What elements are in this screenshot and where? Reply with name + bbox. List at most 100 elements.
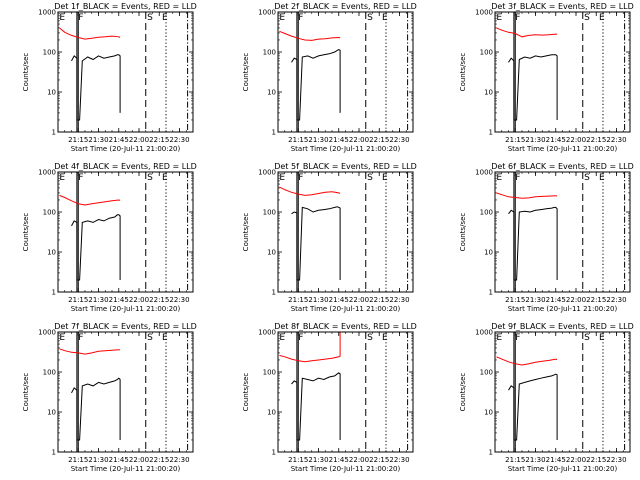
x-tick-label: 22:30	[169, 136, 189, 144]
x-axis-label: Start Time (20-Jul-11 21:00:20)	[508, 145, 618, 153]
series-events	[71, 54, 121, 121]
y-tick-label: 100	[263, 49, 276, 57]
y-tick-label: 1000	[475, 9, 493, 17]
x-tick-label: 21:45	[329, 456, 349, 464]
x-tick-label: 21:45	[109, 296, 129, 304]
x-tick-label: 22:00	[566, 296, 586, 304]
x-axis-label: Start Time (20-Jul-11 21:00:20)	[71, 465, 181, 473]
x-tick-label: 22:30	[389, 296, 409, 304]
series-events	[508, 54, 558, 121]
y-tick-label: 1	[489, 129, 493, 137]
flag-label-e: E	[599, 173, 605, 183]
series-lld	[59, 194, 121, 206]
flag-label-s: S	[584, 333, 590, 343]
x-tick-label: 22:15	[149, 136, 169, 144]
y-tick-label: 1000	[475, 329, 493, 337]
plot-frame	[494, 11, 631, 133]
series-events	[71, 214, 121, 281]
x-tick-label: 22:00	[129, 456, 149, 464]
plot-frame	[494, 171, 631, 293]
y-tick-label: 10	[267, 249, 276, 257]
flag-label-e: E	[162, 173, 168, 183]
x-tick-label: 22:00	[566, 456, 586, 464]
y-tick-label: 1	[272, 449, 276, 457]
flag-label-f: F	[515, 173, 520, 183]
x-tick-label: 21:30	[308, 456, 328, 464]
y-tick-label: 1	[52, 449, 56, 457]
x-tick-label: 21:30	[525, 296, 545, 304]
x-tick-label: 21:30	[88, 456, 108, 464]
x-tick-label: 21:45	[546, 296, 566, 304]
x-tick-label: 22:30	[389, 456, 409, 464]
y-tick-label: 100	[480, 369, 493, 377]
flag-label-s: S	[584, 173, 590, 183]
detector-panel-5: Det 5f_BLACK = Events, RED = LLD Counts/s…	[242, 162, 417, 313]
x-tick-label: 21:15	[505, 296, 525, 304]
detector-panel-3: Det 3f_BLACK = Events, RED = LLD Counts/s…	[459, 2, 634, 153]
panel-title: Det 9f_BLACK = Events, RED = LLD	[491, 322, 634, 331]
x-tick-label: 22:30	[169, 296, 189, 304]
x-tick-label: 21:15	[288, 136, 308, 144]
series-lld	[496, 27, 558, 38]
x-tick-label: 22:00	[349, 456, 369, 464]
flag-label-e: E	[279, 13, 285, 23]
y-tick-label: 1	[489, 449, 493, 457]
flag-label-f: F	[298, 173, 303, 183]
flag-label-e: E	[496, 13, 502, 23]
x-tick-label: 21:15	[288, 296, 308, 304]
y-tick-label: 100	[263, 209, 276, 217]
flag-label-e: E	[382, 173, 388, 183]
series-events	[508, 206, 558, 281]
series-lld	[496, 356, 558, 366]
series-lld	[59, 27, 121, 40]
y-tick-label: 1000	[258, 9, 276, 17]
flag-label-f: F	[78, 333, 83, 343]
x-tick-label: 22:00	[129, 136, 149, 144]
x-tick-label: 22:00	[566, 136, 586, 144]
series-events	[71, 377, 121, 441]
y-tick-label: 1	[52, 129, 56, 137]
flag-label-e: E	[162, 333, 168, 343]
y-tick-label: 10	[267, 409, 276, 417]
panel-title: Det 2f_BLACK = Events, RED = LLD	[274, 2, 417, 11]
series-lld	[279, 30, 341, 41]
flag-label-s: S	[147, 333, 153, 343]
x-tick-label: 21:45	[546, 456, 566, 464]
detector-panel-2: Det 2f_BLACK = Events, RED = LLD Counts/s…	[242, 2, 417, 153]
x-tick-label: 21:15	[68, 136, 88, 144]
series-events	[291, 372, 341, 441]
x-tick-label: 22:15	[586, 456, 606, 464]
x-tick-label: 22:00	[129, 296, 149, 304]
series-lld	[279, 186, 341, 196]
flag-label-s: S	[367, 333, 373, 343]
x-axis-label: Start Time (20-Jul-11 21:00:20)	[291, 145, 401, 153]
detector-panel-4: Det 4f_BLACK = Events, RED = LLD Counts/s…	[22, 162, 197, 313]
x-tick-label: 21:45	[546, 136, 566, 144]
x-tick-label: 21:15	[68, 456, 88, 464]
y-tick-label: 100	[263, 369, 276, 377]
flag-label-e: E	[382, 13, 388, 23]
x-tick-label: 21:45	[109, 136, 129, 144]
detector-panel-6: Det 6f_BLACK = Events, RED = LLD Counts/s…	[459, 162, 634, 313]
series-events	[291, 49, 341, 121]
y-tick-label: 1	[272, 289, 276, 297]
flag-label-s: S	[367, 173, 373, 183]
flag-label-s: S	[367, 13, 373, 23]
y-axis-label: Counts/sec	[242, 213, 250, 252]
flag-label-f: F	[515, 13, 520, 23]
flag-label-f: F	[298, 13, 303, 23]
x-tick-label: 21:30	[525, 456, 545, 464]
series-lld	[496, 192, 558, 199]
panel-title: Det 3f_BLACK = Events, RED = LLD	[491, 2, 634, 11]
y-tick-label: 100	[480, 49, 493, 57]
y-tick-label: 1	[272, 129, 276, 137]
plot-frame	[277, 331, 414, 453]
flag-label-f: F	[298, 333, 303, 343]
flag-label-s: S	[584, 13, 590, 23]
series-lld	[279, 332, 341, 363]
y-tick-label: 10	[484, 409, 493, 417]
x-tick-label: 22:30	[606, 136, 626, 144]
flag-label-e: E	[59, 173, 65, 183]
x-axis-label: Start Time (20-Jul-11 21:00:20)	[291, 465, 401, 473]
